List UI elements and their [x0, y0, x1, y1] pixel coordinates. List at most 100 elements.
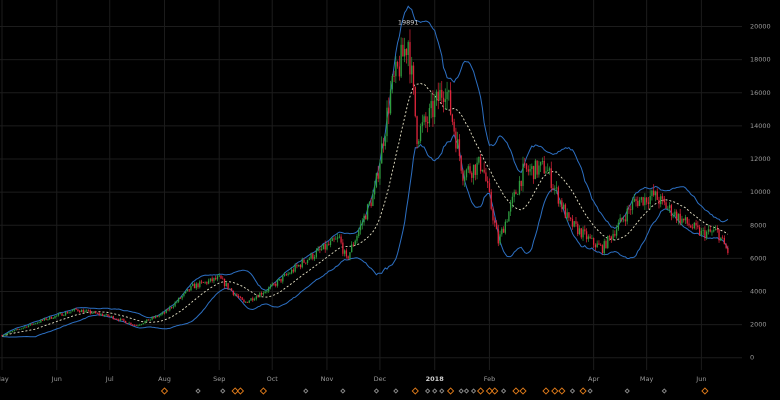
candle-body [91, 313, 93, 314]
candle-body [54, 315, 56, 319]
candle-body [1, 335, 3, 337]
candle-body [170, 307, 173, 308]
candle-body [478, 156, 480, 163]
candle-body [103, 315, 106, 317]
event-marker-grey[interactable] [587, 388, 593, 394]
candle-body [213, 277, 215, 282]
candle-body [677, 213, 680, 221]
candle-body [262, 293, 265, 295]
event-marker-grey[interactable] [470, 388, 477, 394]
candle-body [621, 217, 623, 220]
event-marker-grey[interactable] [624, 388, 630, 394]
candle-body [110, 316, 113, 317]
event-marker-orange[interactable] [558, 387, 566, 395]
event-marker-orange[interactable] [476, 387, 485, 395]
candle-body [116, 319, 118, 320]
event-marker-orange[interactable] [491, 387, 499, 395]
candle-body [607, 235, 609, 248]
candle-body [665, 202, 667, 209]
candle-body [195, 283, 197, 289]
candle-body [564, 204, 567, 218]
candle-body [381, 143, 383, 164]
candle-body [162, 312, 164, 315]
candle-body [589, 236, 591, 239]
candle-body [252, 298, 254, 301]
candle-body [434, 100, 436, 118]
candle-body [292, 269, 295, 272]
event-marker-grey[interactable] [500, 388, 507, 394]
event-marker-orange[interactable] [512, 387, 520, 395]
candle-body [670, 205, 673, 217]
event-marker-grey[interactable] [340, 388, 346, 394]
event-marker-grey[interactable] [393, 388, 399, 394]
event-marker-orange[interactable] [701, 387, 709, 395]
candle-body [98, 313, 100, 315]
event-marker-grey[interactable] [432, 388, 438, 394]
event-marker-grey[interactable] [303, 388, 309, 394]
candle-body [469, 166, 471, 173]
candle-body [47, 319, 49, 320]
candle-body [70, 311, 72, 313]
candle-body [520, 180, 522, 187]
event-marker-orange[interactable] [160, 387, 169, 395]
event-marker-grey[interactable] [569, 388, 576, 394]
candle-body [373, 186, 376, 195]
candle-body [660, 196, 662, 205]
event-marker-orange[interactable] [231, 387, 239, 395]
candle-body [370, 202, 372, 206]
candle-body [13, 330, 16, 332]
candle-body [227, 283, 229, 289]
candle-body [202, 282, 204, 283]
event-marker-grey[interactable] [439, 388, 445, 394]
candle-body [50, 316, 53, 319]
candle-body [658, 199, 660, 205]
candle-body [3, 335, 5, 337]
candle-body [571, 218, 574, 227]
candle-body [268, 287, 270, 291]
lower-band-line [1, 133, 729, 338]
candle-body [513, 191, 515, 197]
candle-body [4, 334, 7, 336]
event-marker-grey[interactable] [195, 388, 201, 394]
event-marker-grey[interactable] [458, 388, 464, 394]
event-marker-orange[interactable] [236, 387, 245, 395]
candle-body [303, 259, 305, 263]
candle-body [561, 200, 563, 209]
candle-body [690, 225, 692, 228]
candle-body [430, 101, 432, 109]
candle-body [495, 222, 498, 230]
event-marker-orange[interactable] [579, 387, 587, 395]
event-marker-grey[interactable] [463, 388, 470, 394]
candle-body [11, 331, 14, 332]
event-markers[interactable] [160, 387, 709, 395]
candle-body [718, 229, 720, 241]
event-marker-orange[interactable] [542, 387, 550, 395]
candle-body [465, 169, 468, 178]
event-marker-orange[interactable] [446, 387, 455, 395]
candle-body [661, 196, 664, 199]
event-marker-orange[interactable] [411, 387, 419, 395]
candle-body [402, 44, 404, 57]
candle-body [412, 65, 415, 87]
candle-body [612, 233, 614, 240]
event-marker-grey[interactable] [220, 388, 226, 394]
event-marker-grey[interactable] [424, 388, 431, 394]
candle-body [59, 313, 61, 315]
candle-body [623, 219, 625, 221]
event-marker-grey[interactable] [661, 388, 667, 394]
event-marker-orange[interactable] [485, 387, 494, 395]
event-marker-orange[interactable] [519, 387, 527, 395]
event-marker-orange[interactable] [551, 387, 559, 395]
candle-body [45, 318, 47, 320]
candle-body [84, 310, 86, 313]
x-axis-labels: May Jun Jul Aug Sep Oct Nov Dec 2018 Feb Apr May Jun [0, 375, 706, 383]
candle-body [552, 188, 554, 189]
candle-body [93, 311, 95, 314]
candle-body [142, 323, 144, 325]
candle-body [223, 278, 226, 287]
event-marker-orange[interactable] [259, 387, 268, 395]
candle-body [18, 329, 21, 330]
candle-body [237, 295, 240, 298]
event-marker-grey[interactable] [373, 388, 380, 394]
